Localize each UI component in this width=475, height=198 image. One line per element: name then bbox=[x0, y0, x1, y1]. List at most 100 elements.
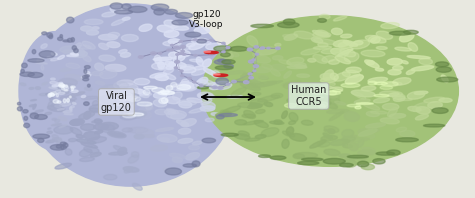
Ellipse shape bbox=[216, 112, 231, 117]
Ellipse shape bbox=[219, 113, 238, 116]
Ellipse shape bbox=[52, 135, 58, 138]
Ellipse shape bbox=[191, 38, 211, 45]
Ellipse shape bbox=[48, 128, 51, 129]
Ellipse shape bbox=[347, 155, 368, 158]
Ellipse shape bbox=[68, 92, 85, 97]
Ellipse shape bbox=[380, 118, 399, 124]
Ellipse shape bbox=[154, 55, 162, 63]
Ellipse shape bbox=[366, 111, 380, 117]
Ellipse shape bbox=[381, 82, 398, 87]
Ellipse shape bbox=[189, 145, 200, 150]
Ellipse shape bbox=[84, 132, 100, 140]
Ellipse shape bbox=[72, 51, 87, 58]
Ellipse shape bbox=[294, 31, 314, 39]
Ellipse shape bbox=[275, 43, 281, 46]
Ellipse shape bbox=[57, 145, 61, 148]
Ellipse shape bbox=[189, 108, 206, 113]
Ellipse shape bbox=[255, 53, 258, 55]
Ellipse shape bbox=[250, 99, 267, 105]
Ellipse shape bbox=[134, 134, 144, 139]
Ellipse shape bbox=[136, 129, 154, 135]
Ellipse shape bbox=[287, 66, 302, 69]
Ellipse shape bbox=[37, 58, 43, 62]
Ellipse shape bbox=[95, 119, 102, 124]
Ellipse shape bbox=[40, 77, 44, 78]
Ellipse shape bbox=[331, 139, 349, 146]
Ellipse shape bbox=[72, 46, 76, 50]
Ellipse shape bbox=[57, 109, 65, 110]
Ellipse shape bbox=[141, 111, 152, 119]
Ellipse shape bbox=[401, 61, 408, 64]
Ellipse shape bbox=[81, 124, 95, 130]
Ellipse shape bbox=[356, 103, 373, 104]
Ellipse shape bbox=[115, 103, 127, 106]
Ellipse shape bbox=[259, 76, 267, 79]
Ellipse shape bbox=[46, 92, 54, 94]
Ellipse shape bbox=[387, 150, 400, 155]
Ellipse shape bbox=[340, 49, 356, 57]
Ellipse shape bbox=[139, 107, 153, 111]
Ellipse shape bbox=[33, 104, 36, 109]
Ellipse shape bbox=[343, 159, 357, 167]
Ellipse shape bbox=[76, 139, 96, 144]
Ellipse shape bbox=[324, 130, 333, 134]
Ellipse shape bbox=[181, 119, 196, 127]
Ellipse shape bbox=[55, 163, 71, 169]
Ellipse shape bbox=[128, 113, 143, 116]
Ellipse shape bbox=[200, 85, 203, 87]
Ellipse shape bbox=[374, 82, 387, 85]
Ellipse shape bbox=[99, 55, 115, 61]
Ellipse shape bbox=[137, 102, 152, 106]
Ellipse shape bbox=[261, 47, 265, 49]
Ellipse shape bbox=[416, 114, 428, 120]
Ellipse shape bbox=[60, 35, 63, 38]
Ellipse shape bbox=[100, 70, 117, 79]
Ellipse shape bbox=[359, 129, 377, 136]
Ellipse shape bbox=[345, 75, 363, 84]
Ellipse shape bbox=[107, 42, 120, 48]
Ellipse shape bbox=[18, 107, 22, 111]
Ellipse shape bbox=[258, 155, 271, 157]
Ellipse shape bbox=[247, 84, 261, 88]
Ellipse shape bbox=[36, 87, 40, 89]
Ellipse shape bbox=[59, 85, 64, 87]
Ellipse shape bbox=[122, 4, 131, 9]
Ellipse shape bbox=[167, 108, 179, 113]
Ellipse shape bbox=[55, 120, 60, 123]
Ellipse shape bbox=[253, 52, 262, 57]
Ellipse shape bbox=[220, 53, 230, 57]
Ellipse shape bbox=[151, 52, 156, 55]
Ellipse shape bbox=[76, 135, 84, 138]
Ellipse shape bbox=[58, 117, 67, 121]
Ellipse shape bbox=[244, 81, 249, 84]
Ellipse shape bbox=[99, 34, 117, 40]
Ellipse shape bbox=[110, 5, 129, 13]
Ellipse shape bbox=[51, 58, 59, 61]
Ellipse shape bbox=[133, 91, 152, 96]
Ellipse shape bbox=[69, 96, 71, 98]
Ellipse shape bbox=[124, 96, 133, 100]
Ellipse shape bbox=[244, 120, 263, 125]
Ellipse shape bbox=[392, 94, 405, 99]
Ellipse shape bbox=[93, 101, 98, 106]
Ellipse shape bbox=[270, 69, 280, 76]
Ellipse shape bbox=[211, 71, 220, 78]
Ellipse shape bbox=[108, 89, 121, 93]
Ellipse shape bbox=[57, 100, 75, 105]
Ellipse shape bbox=[194, 27, 209, 34]
Ellipse shape bbox=[347, 138, 369, 142]
Ellipse shape bbox=[65, 149, 72, 155]
Ellipse shape bbox=[216, 78, 228, 85]
Ellipse shape bbox=[368, 77, 388, 83]
Ellipse shape bbox=[319, 99, 331, 105]
Ellipse shape bbox=[158, 52, 162, 54]
Ellipse shape bbox=[314, 46, 332, 49]
Ellipse shape bbox=[102, 12, 116, 17]
Ellipse shape bbox=[208, 83, 219, 87]
Ellipse shape bbox=[196, 80, 209, 87]
Ellipse shape bbox=[81, 74, 91, 78]
Ellipse shape bbox=[127, 93, 135, 97]
Ellipse shape bbox=[335, 56, 351, 64]
Ellipse shape bbox=[20, 72, 34, 76]
Ellipse shape bbox=[30, 100, 37, 101]
